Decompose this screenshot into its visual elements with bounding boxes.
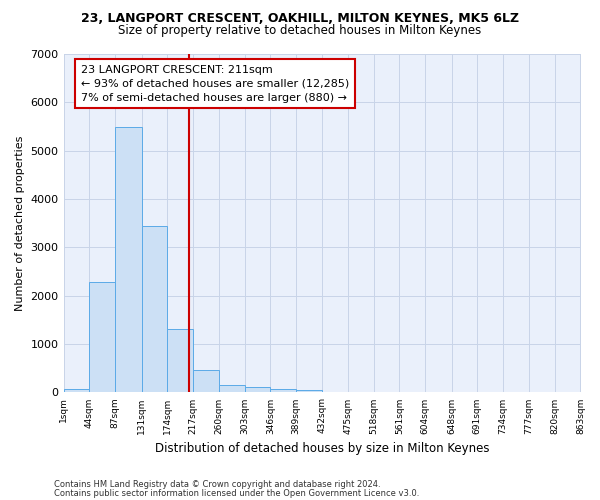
Bar [89, 282, 115, 393]
Bar [296, 390, 322, 392]
Bar [219, 384, 245, 392]
Text: Size of property relative to detached houses in Milton Keynes: Size of property relative to detached ho… [118, 24, 482, 37]
Text: 23 LANGPORT CRESCENT: 211sqm
← 93% of detached houses are smaller (12,285)
7% of: 23 LANGPORT CRESCENT: 211sqm ← 93% of de… [81, 64, 349, 102]
Text: Contains public sector information licensed under the Open Government Licence v3: Contains public sector information licen… [54, 488, 419, 498]
Text: Contains HM Land Registry data © Crown copyright and database right 2024.: Contains HM Land Registry data © Crown c… [54, 480, 380, 489]
Bar [142, 226, 167, 392]
Bar [271, 388, 296, 392]
Bar [193, 370, 219, 392]
Bar [245, 387, 271, 392]
X-axis label: Distribution of detached houses by size in Milton Keynes: Distribution of detached houses by size … [155, 442, 489, 455]
Bar [115, 128, 142, 392]
Bar [64, 388, 89, 392]
Text: 23, LANGPORT CRESCENT, OAKHILL, MILTON KEYNES, MK5 6LZ: 23, LANGPORT CRESCENT, OAKHILL, MILTON K… [81, 12, 519, 26]
Bar [167, 328, 193, 392]
Y-axis label: Number of detached properties: Number of detached properties [15, 136, 25, 311]
